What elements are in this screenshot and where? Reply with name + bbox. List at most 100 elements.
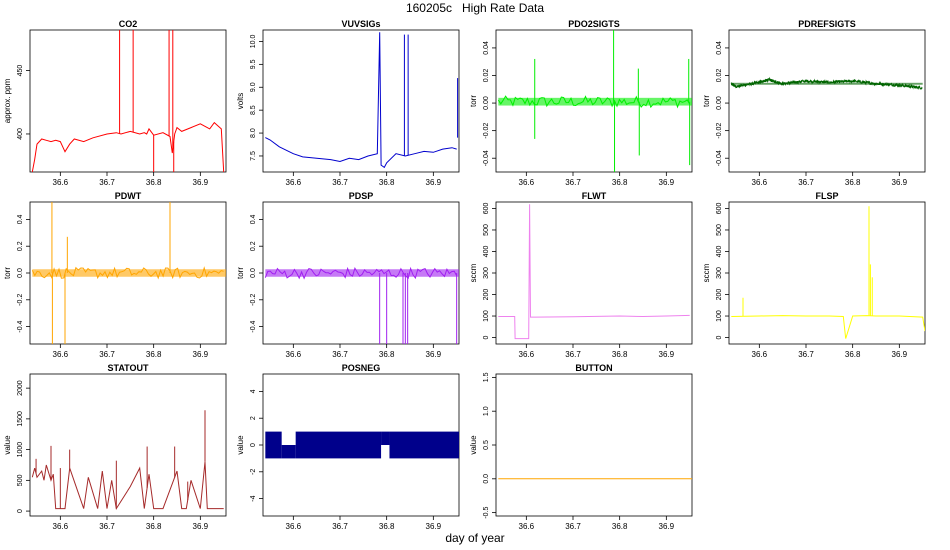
y-tick-label: 1.5 — [483, 372, 490, 382]
y-tick-label: 100 — [483, 310, 490, 322]
y-tick-label: 2 — [250, 416, 257, 420]
series-line — [31, 461, 224, 510]
y-tick-label: 1.0 — [483, 406, 490, 416]
y-tick-label: 0.04 — [483, 41, 490, 55]
x-tick-label: 36.6 — [286, 178, 302, 187]
x-tick-label: 36.8 — [379, 350, 395, 359]
y-tick-label: 9.5 — [250, 59, 257, 69]
x-tick-label: 36.8 — [146, 178, 162, 187]
x-tick-label: 36.6 — [519, 178, 535, 187]
series-group — [265, 431, 459, 459]
y-tick-label: 200 — [716, 289, 723, 301]
y-tick-label: 200 — [483, 289, 490, 301]
y-axis-label: sccm — [469, 263, 478, 282]
panel-title: POSNEG — [342, 363, 381, 373]
data-block — [281, 445, 296, 459]
series-group — [264, 266, 459, 344]
x-tick-label: 36.8 — [146, 522, 162, 531]
y-tick-label: 4 — [250, 389, 257, 393]
y-tick-label: 600 — [483, 203, 490, 215]
x-tick-label: 36.7 — [332, 522, 348, 531]
y-tick-label: 500 — [716, 224, 723, 236]
y-tick-label: 300 — [483, 267, 490, 279]
x-tick-label: 36.8 — [612, 178, 628, 187]
y-tick-label: 0.2 — [250, 241, 257, 251]
y-tick-label: -0.4 — [250, 320, 257, 332]
panel-title: PDSP — [349, 191, 374, 201]
plot-frame — [495, 373, 693, 517]
y-tick-label: -0.2 — [250, 294, 257, 306]
noise-band — [498, 97, 692, 106]
y-tick-label: 0 — [250, 443, 257, 447]
y-axis-label: torr — [469, 95, 478, 107]
y-tick-label: -0.04 — [716, 150, 723, 166]
noise-band — [32, 269, 226, 277]
series-group — [731, 206, 925, 339]
y-tick-label: 0.02 — [716, 69, 723, 83]
x-tick-label: 36.9 — [659, 178, 675, 187]
y-tick-label: 1500 — [17, 411, 24, 427]
panel-title: FLWT — [582, 191, 607, 201]
x-tick-label: 36.7 — [99, 350, 115, 359]
x-tick-label: 36.7 — [332, 350, 348, 359]
y-axis-label: value — [3, 435, 12, 455]
series-group — [265, 32, 459, 169]
x-tick-label: 36.9 — [659, 350, 675, 359]
x-tick-label: 36.7 — [798, 178, 814, 187]
y-tick-label: 300 — [716, 267, 723, 279]
series-line — [731, 315, 925, 339]
x-tick-label: 36.6 — [286, 350, 302, 359]
y-tick-label: -2 — [250, 469, 257, 475]
y-tick-label: 500 — [483, 224, 490, 236]
y-tick-label: 0 — [716, 335, 723, 339]
x-tick-label: 36.7 — [798, 350, 814, 359]
y-tick-label: 100 — [716, 310, 723, 322]
y-axis-label: torr — [236, 267, 245, 279]
data-block — [265, 431, 282, 459]
series-group — [498, 204, 690, 340]
y-tick-label: 0.02 — [483, 69, 490, 83]
x-tick-label: 36.7 — [99, 522, 115, 531]
x-tick-label: 36.8 — [612, 350, 628, 359]
y-tick-label: 0 — [17, 509, 24, 513]
x-tick-label: 36.6 — [286, 522, 302, 531]
y-axis-label: sccm — [702, 263, 711, 282]
panel-title: CO2 — [119, 19, 138, 29]
y-tick-label: -0.5 — [483, 506, 490, 518]
x-tick-label: 36.9 — [426, 522, 442, 531]
x-tick-label: 36.6 — [519, 522, 535, 531]
y-tick-label: 8.0 — [250, 128, 257, 138]
plot-frame — [495, 201, 693, 345]
y-tick-label: 0.00 — [483, 96, 490, 110]
y-tick-label: 0.0 — [483, 474, 490, 484]
y-tick-label: -4 — [250, 495, 257, 501]
y-tick-label: 0.2 — [17, 241, 24, 251]
x-tick-label: 36.8 — [379, 178, 395, 187]
y-tick-label: 400 — [17, 128, 24, 140]
x-tick-label: 36.9 — [892, 350, 908, 359]
x-tick-label: 36.8 — [146, 350, 162, 359]
y-tick-label: 0.00 — [716, 96, 723, 110]
y-tick-label: -0.2 — [17, 294, 24, 306]
plot-frame — [262, 29, 460, 173]
x-tick-label: 36.9 — [426, 350, 442, 359]
x-tick-label: 36.9 — [892, 178, 908, 187]
y-tick-label: 0.4 — [17, 214, 24, 224]
y-tick-label: -0.04 — [483, 150, 490, 166]
y-tick-label: 500 — [17, 474, 24, 486]
y-tick-label: 0.0 — [250, 268, 257, 278]
x-tick-label: 36.9 — [659, 522, 675, 531]
plot-frame — [728, 29, 926, 173]
series-line — [31, 121, 225, 172]
y-tick-label: 0.5 — [483, 440, 490, 450]
data-block — [389, 431, 459, 459]
noise-band — [265, 269, 459, 277]
x-tick-label: 36.6 — [53, 178, 69, 187]
panel-title: FLSP — [815, 191, 838, 201]
data-block — [381, 431, 390, 445]
y-tick-label: 8.5 — [250, 105, 257, 115]
panel-title: PDWT — [115, 191, 142, 201]
x-tick-label: 36.9 — [426, 178, 442, 187]
y-tick-label: 9.0 — [250, 82, 257, 92]
y-tick-label: 10.0 — [250, 35, 257, 49]
